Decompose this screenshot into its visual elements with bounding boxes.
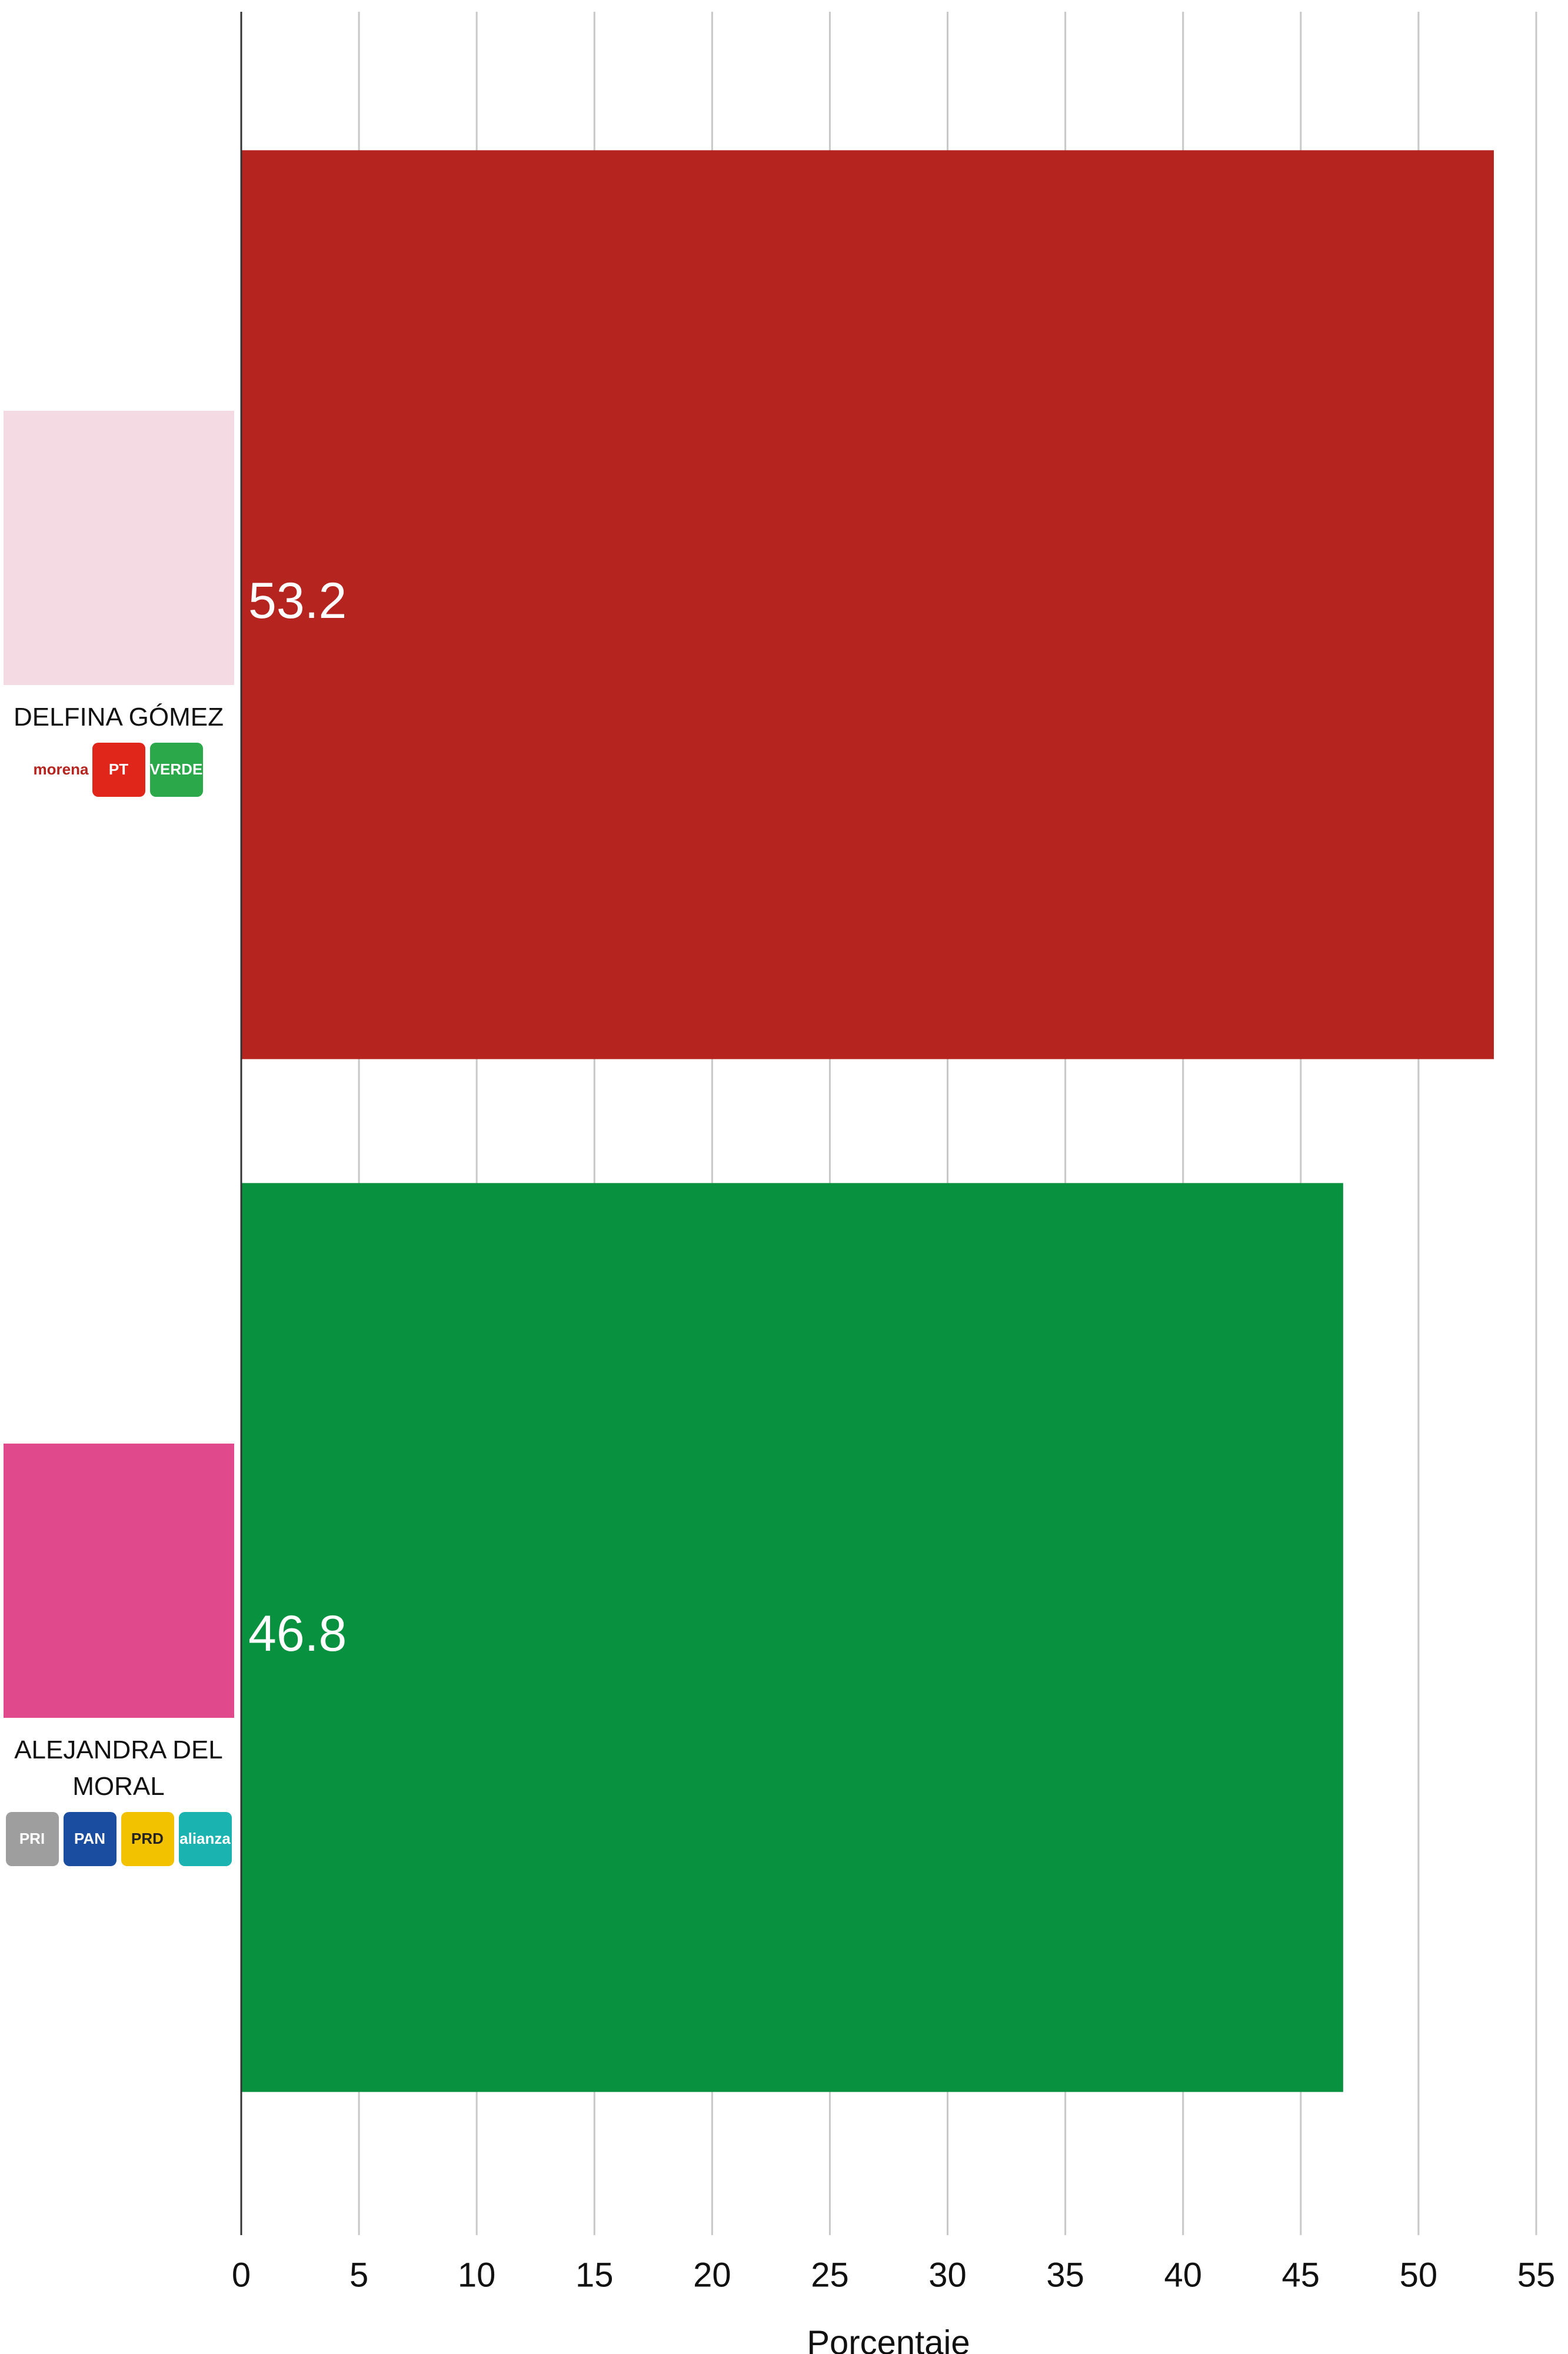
value-label: 53.2 <box>248 573 347 629</box>
party-logo: PRI <box>6 1812 59 1866</box>
x-tick-label: 15 <box>575 2256 614 2294</box>
x-tick-label: 25 <box>811 2256 849 2294</box>
bar <box>241 1183 1343 2092</box>
x-tick-label: 0 <box>232 2256 251 2294</box>
candidate-name: ALEJANDRA DEL MORAL <box>2 1732 235 1805</box>
page: Porcentaje 0 5 10 15 20 25 30 35 40 45 50 55 53.2 46.… <box>0 0 1568 2354</box>
party-logo: alianza <box>179 1812 232 1866</box>
x-tick-label: 30 <box>928 2256 967 2294</box>
bar <box>241 150 1494 1059</box>
candidate-photo <box>4 1444 234 1718</box>
x-tick-label: 55 <box>1517 2256 1556 2294</box>
x-axis-label: Porcentaje <box>807 2323 970 2354</box>
x-tick-label: 10 <box>458 2256 496 2294</box>
party-logo: PT <box>92 743 145 797</box>
party-logo: VERDE <box>150 743 203 797</box>
candidate-photo <box>4 411 234 685</box>
x-tick-label: 35 <box>1046 2256 1084 2294</box>
party-logo: PAN <box>64 1812 116 1866</box>
candidate-name: DELFINA GÓMEZ <box>2 699 235 736</box>
chart: Porcentaje 0 5 10 15 20 25 30 35 40 45 50 55 53.2 46.… <box>0 0 1568 2354</box>
party-logo: PRD <box>121 1812 174 1866</box>
x-tick-label: 40 <box>1164 2256 1202 2294</box>
x-tick-label: 50 <box>1400 2256 1438 2294</box>
x-tick-label: 5 <box>349 2256 368 2294</box>
party-logo: morena <box>35 743 88 797</box>
x-tick-label: 45 <box>1282 2256 1320 2294</box>
x-tick-label: 20 <box>693 2256 731 2294</box>
value-label: 46.8 <box>248 1605 347 1662</box>
